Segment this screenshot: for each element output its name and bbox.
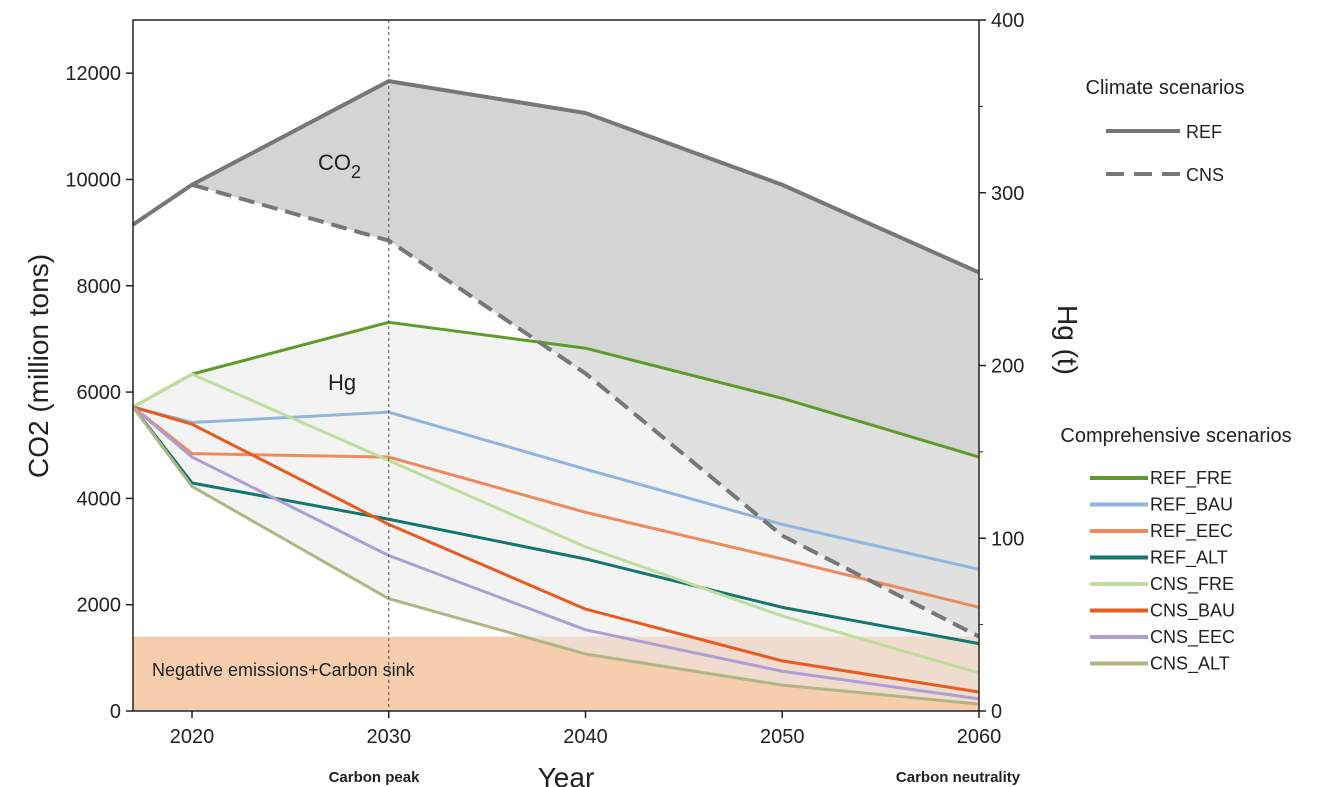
y-right-tick-label: 0: [991, 701, 1002, 723]
y-left-tick-label: 10000: [65, 169, 121, 191]
band-label: Negative emissions+Carbon sink: [152, 660, 416, 680]
co2-line-cns: [131, 182, 980, 639]
x-tick-label: 2060: [957, 726, 1002, 748]
hg-line-ref-eec: [132, 405, 980, 609]
legend-climate-label: REF: [1186, 122, 1222, 142]
legend-climate-label: CNS: [1186, 165, 1224, 185]
x-tick-label: 2040: [563, 726, 608, 748]
y-left-axis-title: CO2 (million tons): [23, 254, 54, 478]
y-left-tick-label: 8000: [77, 276, 122, 298]
hg-line-cns-alt: [131, 406, 980, 706]
y-left-tick-label: 0: [110, 701, 121, 723]
y-right-tick-label: 200: [991, 356, 1024, 378]
y-right-tick-label: 300: [991, 183, 1024, 205]
hg-line-cns-eec: [132, 405, 980, 701]
y-left-tick-label: 2000: [77, 595, 122, 617]
legend-comp-label: CNS_BAU: [1150, 601, 1235, 622]
co2-area-label: CO2: [318, 150, 361, 182]
legend-comp-label: CNS_FRE: [1150, 574, 1234, 595]
y-left-tick-label: 4000: [77, 488, 122, 510]
legend-comp-label: REF_BAU: [1150, 495, 1233, 516]
y-left-tick-label: 6000: [77, 382, 122, 404]
hg-range-area: [133, 322, 979, 705]
hg-area-label: Hg: [328, 370, 356, 395]
legend-comp-label: CNS_ALT: [1150, 654, 1230, 675]
y-left-tick-label: 12000: [65, 63, 121, 85]
y-right-tick-label: 100: [991, 528, 1024, 550]
x-tick-label: 2050: [760, 726, 805, 748]
legend-comp-label: REF_EEC: [1150, 521, 1233, 542]
legend-comp-label: REF_FRE: [1150, 468, 1232, 489]
legend-comp-title: Comprehensive scenarios: [1060, 425, 1291, 447]
legend-climate-title: Climate scenarios: [1086, 77, 1245, 99]
y-right-axis-title: Hg (t): [1052, 305, 1083, 375]
legend-comp-label: REF_ALT: [1150, 548, 1228, 569]
legend-comp-label: CNS_EEC: [1150, 627, 1235, 648]
x-axis-title: Year: [538, 762, 595, 787]
y-right-tick-label: 400: [991, 10, 1024, 32]
x-tick-label: 2020: [170, 726, 215, 748]
hg-line-ref-alt: [131, 406, 980, 646]
x-tick-label: 2030: [367, 726, 412, 748]
carbon-neutrality-label: Carbon neutrality: [896, 769, 1021, 786]
hg-line-cns-bau: [132, 405, 980, 694]
hg-line-cns-fre: [132, 372, 980, 675]
carbon-peak-label: Carbon peak: [329, 769, 421, 786]
